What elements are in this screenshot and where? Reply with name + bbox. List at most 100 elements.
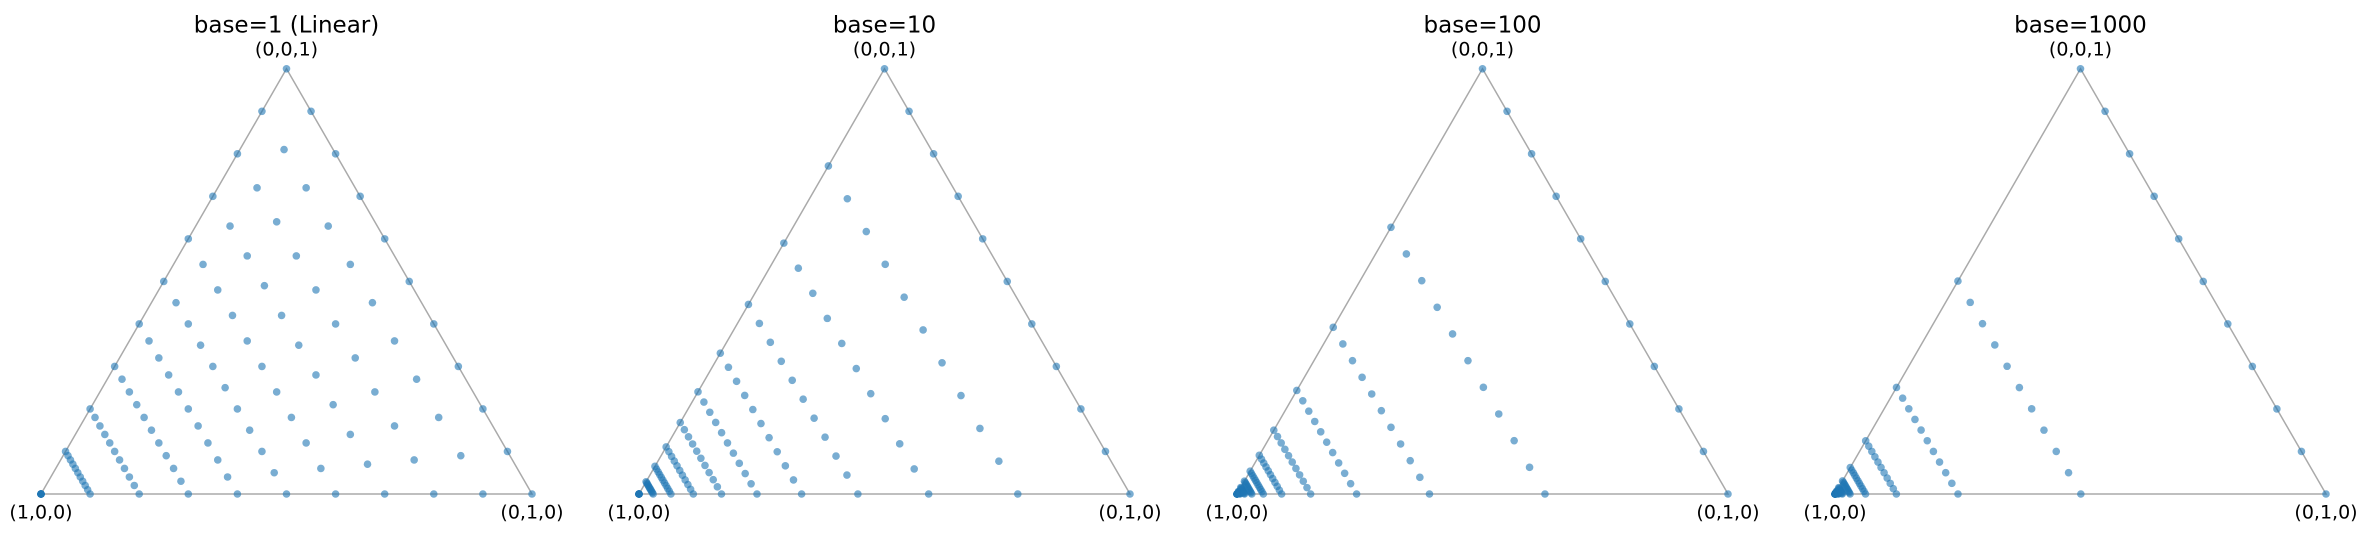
point bbox=[155, 354, 163, 362]
point bbox=[317, 464, 325, 473]
point bbox=[741, 469, 749, 478]
point bbox=[125, 473, 134, 481]
point bbox=[744, 300, 753, 309]
point bbox=[245, 426, 254, 435]
point bbox=[821, 433, 829, 441]
point bbox=[2003, 362, 2011, 371]
point bbox=[1929, 447, 1938, 456]
vertex-label: (0,1,0) bbox=[500, 502, 563, 524]
point bbox=[120, 464, 129, 473]
point bbox=[832, 452, 840, 460]
vertex-label: (0,1,0) bbox=[1696, 502, 1759, 524]
point bbox=[1295, 471, 1304, 479]
point bbox=[735, 459, 744, 468]
point bbox=[213, 456, 222, 464]
point bbox=[2040, 426, 2048, 434]
point bbox=[1052, 362, 1061, 371]
point bbox=[312, 286, 320, 294]
point bbox=[1892, 383, 1901, 392]
point bbox=[1126, 490, 1134, 498]
point bbox=[162, 451, 171, 460]
point bbox=[667, 490, 675, 498]
point bbox=[209, 192, 217, 201]
point bbox=[749, 405, 757, 414]
triangle-edge bbox=[637, 67, 1132, 495]
point bbox=[226, 222, 234, 230]
point bbox=[978, 235, 987, 243]
point bbox=[233, 150, 242, 158]
point bbox=[1425, 490, 1434, 498]
point bbox=[204, 439, 212, 447]
point bbox=[724, 363, 733, 372]
point bbox=[159, 277, 168, 286]
point bbox=[331, 320, 340, 328]
point bbox=[2150, 192, 2158, 201]
point bbox=[169, 464, 178, 473]
point bbox=[1935, 458, 1944, 466]
point bbox=[1367, 390, 1376, 398]
point bbox=[1527, 150, 1536, 158]
point bbox=[2199, 277, 2208, 286]
point bbox=[213, 286, 222, 294]
point bbox=[223, 473, 232, 481]
point bbox=[1304, 407, 1313, 415]
point bbox=[755, 319, 764, 328]
point bbox=[1259, 490, 1268, 498]
panel-title: base=1 (Linear) bbox=[194, 13, 379, 39]
point bbox=[1339, 340, 1347, 348]
point bbox=[713, 483, 722, 491]
point bbox=[701, 461, 709, 470]
point bbox=[788, 376, 797, 385]
point bbox=[689, 490, 698, 498]
point bbox=[747, 479, 755, 488]
point bbox=[753, 490, 761, 498]
point bbox=[292, 252, 301, 260]
point bbox=[1247, 490, 1256, 498]
point bbox=[1377, 406, 1386, 415]
point bbox=[700, 398, 708, 406]
point bbox=[2224, 320, 2232, 328]
point bbox=[717, 428, 726, 437]
point bbox=[1077, 405, 1085, 413]
point bbox=[135, 490, 143, 498]
point bbox=[115, 456, 124, 464]
point bbox=[1281, 445, 1289, 454]
point bbox=[2174, 235, 2183, 243]
point bbox=[86, 405, 94, 413]
point bbox=[1838, 490, 1847, 498]
point bbox=[1941, 468, 1950, 477]
point bbox=[881, 414, 890, 423]
point bbox=[2064, 468, 2073, 477]
point bbox=[132, 400, 141, 409]
point bbox=[282, 64, 291, 73]
point bbox=[130, 481, 139, 490]
point bbox=[172, 298, 180, 307]
panel-title: base=1000 bbox=[2014, 13, 2147, 39]
point bbox=[780, 239, 788, 247]
point bbox=[380, 235, 389, 243]
point bbox=[732, 377, 741, 386]
point bbox=[1479, 383, 1488, 392]
vertex-label: (0,1,0) bbox=[1098, 502, 1161, 524]
point bbox=[837, 339, 846, 348]
point bbox=[1626, 320, 1634, 328]
point bbox=[781, 462, 790, 470]
point bbox=[260, 281, 269, 290]
point bbox=[1601, 277, 1610, 286]
point bbox=[177, 477, 185, 486]
point bbox=[145, 337, 153, 345]
point bbox=[1990, 341, 1999, 349]
point bbox=[329, 400, 337, 409]
point bbox=[757, 419, 765, 428]
point bbox=[312, 371, 320, 379]
vertex-label: (1,0,0) bbox=[1205, 502, 1268, 524]
point bbox=[1310, 417, 1319, 426]
point bbox=[711, 418, 720, 427]
point bbox=[809, 289, 817, 298]
point bbox=[1288, 458, 1297, 466]
point bbox=[1003, 277, 1012, 286]
point bbox=[164, 371, 173, 379]
point bbox=[118, 375, 126, 383]
point bbox=[1322, 438, 1331, 447]
point bbox=[331, 490, 340, 498]
